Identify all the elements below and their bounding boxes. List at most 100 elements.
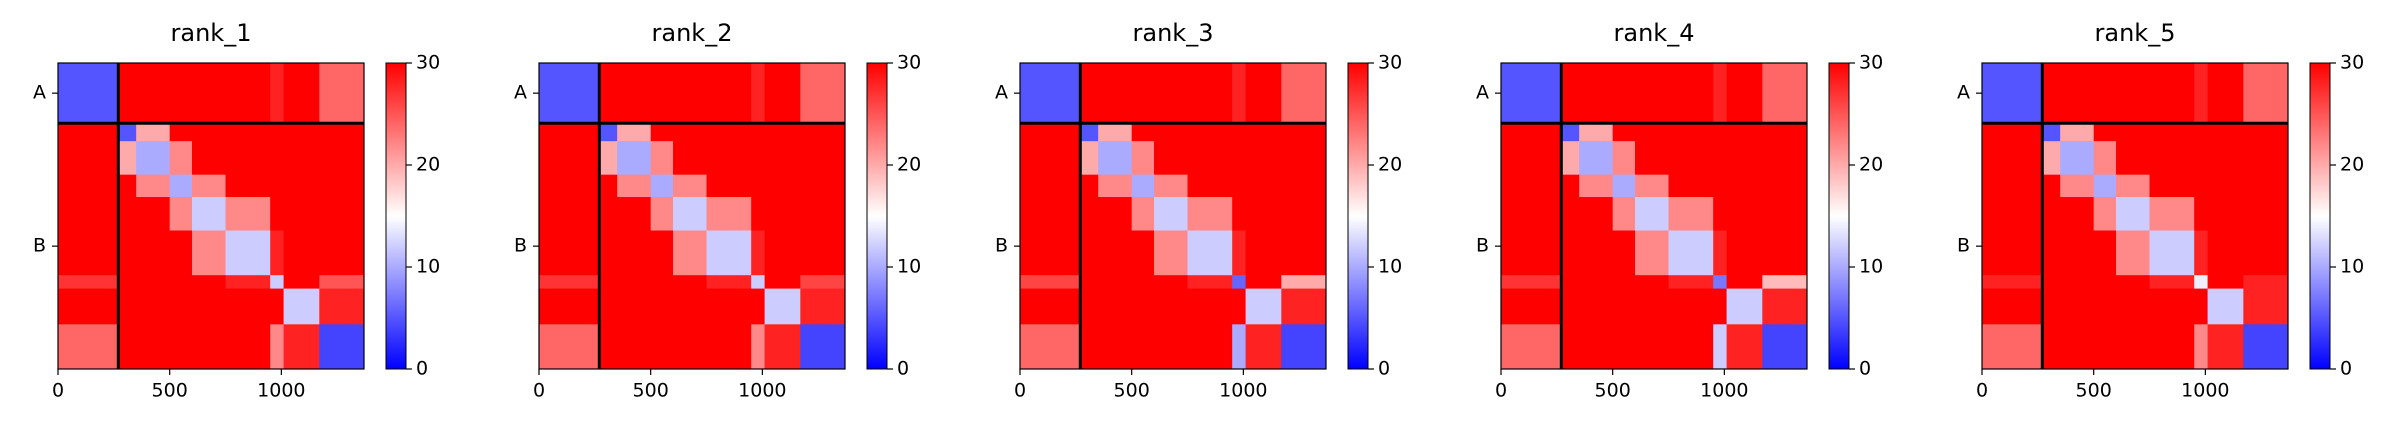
heatmap-cell xyxy=(1668,63,1714,124)
heatmap-cell xyxy=(1080,288,1099,325)
colorbar-tick-label: 10 xyxy=(416,256,440,278)
heatmap-cell xyxy=(1098,174,1133,198)
colorbar-tick-label: 10 xyxy=(2340,256,2364,278)
heatmap-cell xyxy=(751,63,766,124)
heatmap-cell xyxy=(706,63,752,124)
heatmap-cell xyxy=(270,174,285,198)
heatmap-cell xyxy=(2149,174,2195,198)
heatmap-cell xyxy=(118,288,137,325)
heatmap-cell xyxy=(58,63,119,124)
heatmap-cell xyxy=(2194,63,2209,124)
y-tick-label: B xyxy=(1476,235,1489,257)
colorbar-tick-label: 20 xyxy=(1378,154,1402,176)
heatmap-cell xyxy=(1281,197,1327,232)
heatmap-cell xyxy=(650,63,674,124)
heatmap-cell xyxy=(2149,197,2195,232)
heatmap-cell xyxy=(599,288,618,325)
heatmap-cell xyxy=(1635,275,1670,290)
heatmap-cell xyxy=(751,197,766,232)
heatmap-cell xyxy=(2060,174,2095,198)
heatmap-cell xyxy=(2060,288,2095,325)
plot-frame xyxy=(1019,62,1327,370)
heatmap-cell xyxy=(1726,230,1763,276)
heatmap-cell xyxy=(1612,123,1636,142)
heatmap-cell xyxy=(764,123,801,142)
heatmap-cell xyxy=(283,197,320,232)
heatmap-cell xyxy=(319,275,365,290)
colorbar-tick-label: 20 xyxy=(416,154,440,176)
heatmap-cell xyxy=(706,174,752,198)
heatmap-cell xyxy=(800,123,846,142)
heatmap-cell xyxy=(1612,63,1636,124)
heatmap-cell xyxy=(1245,174,1282,198)
heatmap-cell xyxy=(2116,174,2151,198)
heatmap-cell xyxy=(599,63,618,124)
heatmap-cell xyxy=(650,123,674,142)
heatmap-cell xyxy=(1579,141,1614,176)
heatmap-cell xyxy=(1726,141,1763,176)
heatmap-cell xyxy=(650,230,674,276)
heatmap-cell xyxy=(1982,141,2043,176)
heatmap-cell xyxy=(1713,324,1728,370)
heatmap-cell xyxy=(270,141,285,176)
plot-frame xyxy=(538,62,846,370)
heatmap-cell xyxy=(118,174,137,198)
heatmap-cell xyxy=(673,174,708,198)
heatmap-cell xyxy=(1154,324,1189,370)
colorbar-tick-label: 30 xyxy=(1859,52,1883,74)
heatmap-cell xyxy=(1501,275,1562,290)
y-tick-label: B xyxy=(995,235,1008,257)
heatmap-cell xyxy=(1131,63,1155,124)
heatmap-cell xyxy=(1154,141,1189,176)
heatmap-cell xyxy=(1635,230,1670,276)
heatmap-cell xyxy=(270,275,285,290)
heatmap-cell xyxy=(1131,141,1155,176)
heatmap-cell xyxy=(1154,63,1189,124)
colorbar-tick-label: 30 xyxy=(897,52,921,74)
heatmap-cell xyxy=(1245,141,1282,176)
heatmap-cell xyxy=(599,275,618,290)
heatmap-cell xyxy=(2243,141,2289,176)
heatmap-cell xyxy=(1982,275,2043,290)
heatmap-cell xyxy=(1080,123,1099,142)
heatmap-cell xyxy=(1579,324,1614,370)
colorbar-tick-label: 30 xyxy=(1378,52,1402,74)
heatmap-cell xyxy=(1501,174,1562,198)
heatmap-cell xyxy=(1579,123,1614,142)
heatmap-cell xyxy=(1187,275,1233,290)
heatmap-cell xyxy=(136,123,171,142)
heatmap-cell xyxy=(1020,288,1081,325)
heatmap-cell xyxy=(2207,230,2244,276)
heatmap-cell xyxy=(283,288,320,325)
heatmap-cell xyxy=(319,123,365,142)
heatmap-cell xyxy=(2042,123,2061,142)
heatmap-cell xyxy=(1098,197,1133,232)
heatmap-cell xyxy=(1762,174,1808,198)
colorbar-tick-label: 30 xyxy=(416,52,440,74)
heatmap-cell xyxy=(1982,288,2043,325)
heatmap-cell xyxy=(1579,288,1614,325)
colorbar-tick-label: 20 xyxy=(1859,154,1883,176)
chart-title: rank_1 xyxy=(171,19,252,47)
chart-title: rank_2 xyxy=(652,19,733,47)
heatmap-cell xyxy=(2243,63,2289,124)
heatmap-cell xyxy=(1635,288,1670,325)
colorbar xyxy=(866,62,888,370)
heatmap-cell xyxy=(1561,141,1580,176)
heatmap-cell xyxy=(1020,174,1081,198)
heatmap-cell xyxy=(1982,174,2043,198)
heatmap-cell xyxy=(2243,230,2289,276)
y-tick-label: A xyxy=(995,82,1008,104)
heatmap-cell xyxy=(1080,324,1099,370)
heatmap-cell xyxy=(617,123,652,142)
x-tick-label: 500 xyxy=(152,380,188,402)
heatmap-cell xyxy=(1281,230,1327,276)
heatmap-cell xyxy=(800,275,846,290)
heatmap-cell xyxy=(599,230,618,276)
heatmap-cell xyxy=(1232,230,1247,276)
heatmap-cell xyxy=(225,123,271,142)
heatmap-cell xyxy=(1668,141,1714,176)
heatmap-cell xyxy=(1668,123,1714,142)
heatmap-cell xyxy=(1131,230,1155,276)
heatmap-cell xyxy=(1187,288,1233,325)
